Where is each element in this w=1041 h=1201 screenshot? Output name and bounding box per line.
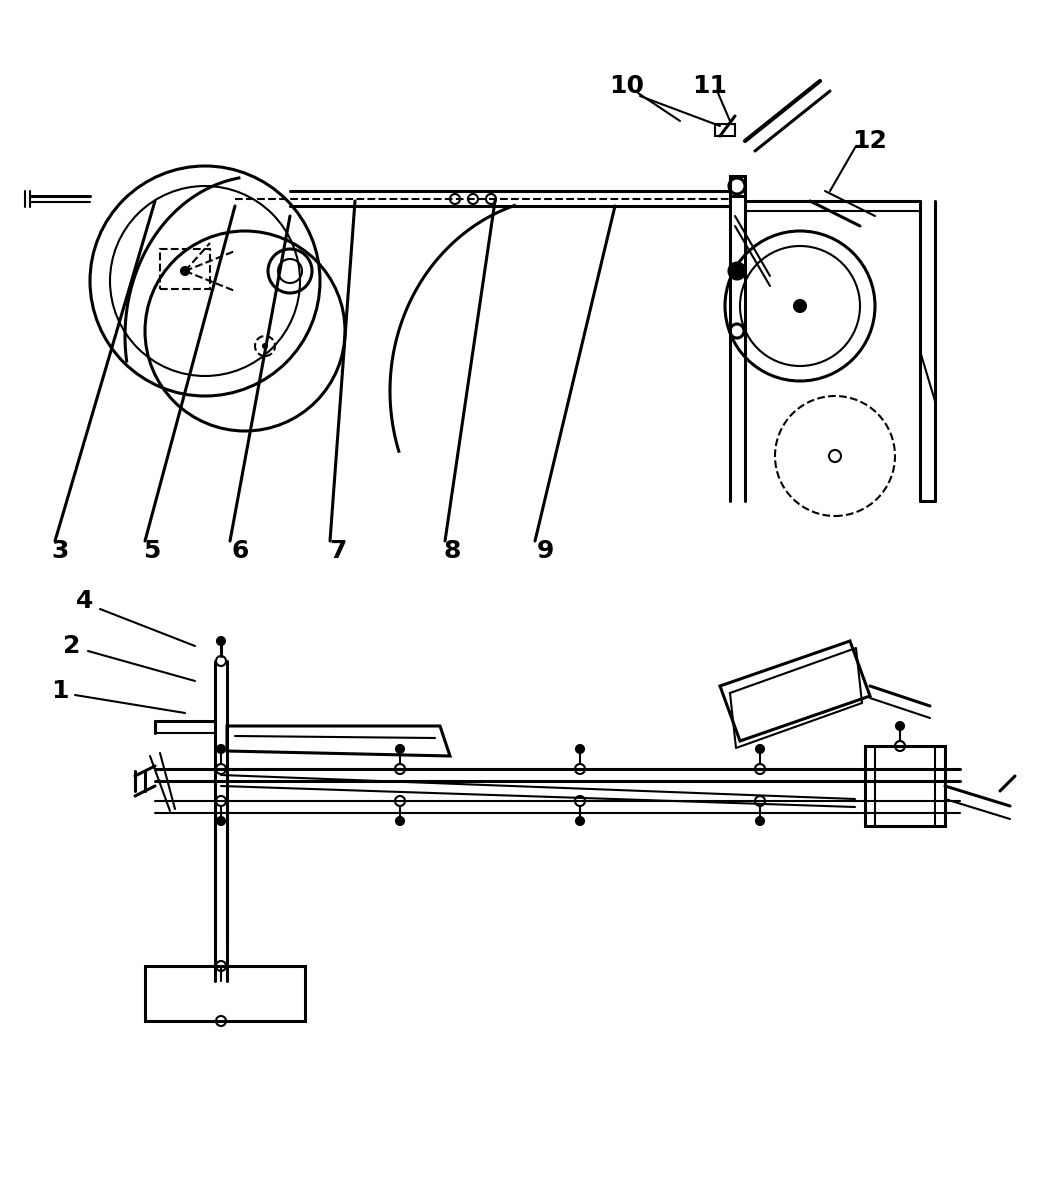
Circle shape [396, 745, 404, 753]
Circle shape [576, 745, 584, 753]
Polygon shape [227, 725, 450, 755]
Circle shape [263, 343, 266, 348]
Bar [160, 249, 210, 289]
Text: 2: 2 [64, 634, 81, 658]
Bar [730, 177, 745, 196]
Circle shape [217, 637, 225, 645]
Circle shape [576, 817, 584, 825]
Circle shape [794, 300, 806, 312]
Text: 9: 9 [536, 539, 554, 563]
Bar [865, 746, 945, 826]
Text: 3: 3 [51, 539, 69, 563]
Polygon shape [720, 641, 870, 741]
Circle shape [217, 745, 225, 753]
Text: 1: 1 [51, 679, 69, 703]
Text: 4: 4 [76, 588, 94, 613]
Text: 12: 12 [853, 129, 887, 153]
Circle shape [756, 817, 764, 825]
Circle shape [756, 745, 764, 753]
Text: 6: 6 [231, 539, 249, 563]
Bar [715, 124, 735, 136]
Circle shape [896, 722, 904, 730]
Circle shape [181, 267, 189, 275]
Text: 10: 10 [609, 74, 644, 98]
Text: 7: 7 [329, 539, 347, 563]
Circle shape [217, 817, 225, 825]
Text: 11: 11 [692, 74, 728, 98]
Text: 8: 8 [443, 539, 461, 563]
Circle shape [729, 263, 745, 279]
Bar [145, 966, 305, 1021]
Text: 5: 5 [144, 539, 160, 563]
Circle shape [396, 817, 404, 825]
